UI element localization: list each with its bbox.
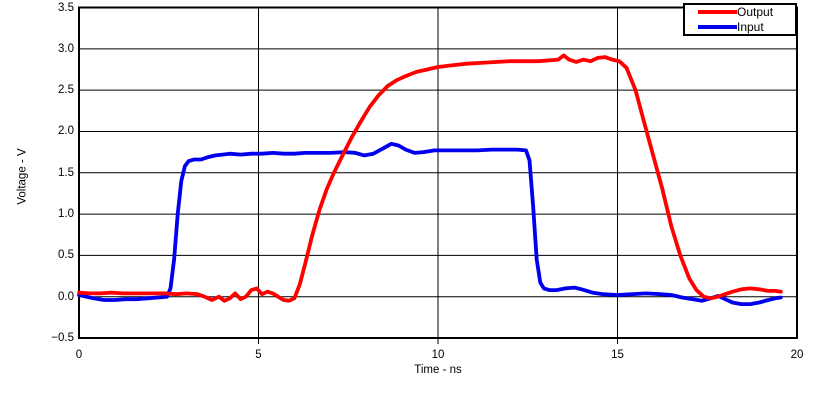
- x-tick-label: 0: [75, 349, 83, 361]
- x-axis-label: Time - ns: [414, 364, 462, 376]
- input-trace: [77, 141, 783, 307]
- x-tick-label: 5: [255, 349, 262, 361]
- legend-label-output: Output: [737, 4, 774, 19]
- y-tick-label: 2.0: [58, 125, 74, 138]
- x-tick-label: 10: [431, 349, 445, 361]
- y-tick-label: −0.5: [51, 332, 74, 344]
- legend-label-input: Input: [737, 19, 764, 34]
- plot-border: [78, 6, 798, 339]
- legend: Output Input: [683, 3, 797, 36]
- legend-item-input: Input: [685, 20, 795, 34]
- y-tick-label: 0.0: [58, 290, 74, 303]
- y-tick-label: 0.5: [58, 249, 74, 262]
- y-tick-label: 1.5: [58, 166, 74, 179]
- y-tick-label: 1.0: [58, 208, 74, 221]
- output-line-swatch: [698, 10, 737, 14]
- y-tick-label: 3.0: [58, 42, 74, 55]
- output-trace: [77, 53, 783, 303]
- legend-item-output: Output: [685, 5, 795, 19]
- y-tick-label: 3.5: [58, 1, 74, 14]
- x-tick-label: 20: [790, 349, 804, 361]
- input-line-swatch: [698, 25, 737, 29]
- x-tick-label: 15: [611, 349, 624, 361]
- y-tick-label: 2.5: [58, 84, 74, 97]
- y-axis-label: Voltage - V: [16, 148, 29, 205]
